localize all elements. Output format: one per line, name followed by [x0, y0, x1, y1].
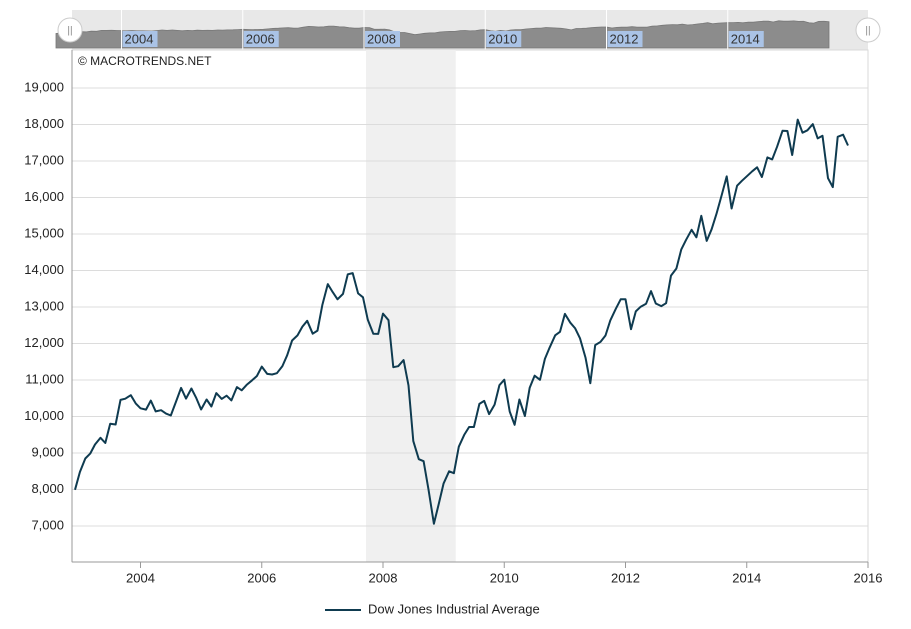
y-tick-label: 12,000	[24, 335, 64, 350]
y-tick-label: 10,000	[24, 408, 64, 423]
navigator-handle[interactable]	[855, 17, 881, 43]
y-tick-label: 18,000	[24, 116, 64, 131]
y-tick-label: 13,000	[24, 298, 64, 313]
navigator-label-bg	[243, 31, 279, 47]
y-tick-label: 15,000	[24, 225, 64, 240]
navigator-label-bg	[365, 31, 401, 47]
watermark: © MACROTRENDS.NET	[78, 54, 212, 68]
navigator-label-bg	[486, 31, 522, 47]
y-tick-label: 16,000	[24, 189, 64, 204]
x-tick-label: 2016	[854, 570, 883, 585]
y-tick-label: 17,000	[24, 152, 64, 167]
x-tick-label: 2004	[126, 570, 155, 585]
shaded-region	[366, 50, 456, 562]
plot-area: 7,000 8,000 9,000 10,000 11,000 12,000 13,000 1…	[24, 50, 882, 585]
y-tick-label: 7,000	[31, 517, 64, 532]
navigator-handle[interactable]	[57, 17, 83, 43]
plot-frame	[71, 49, 869, 563]
y-tick-label: 11,000	[25, 371, 64, 386]
handle-grip: ||	[67, 26, 72, 37]
navigator-label-bg	[728, 31, 764, 47]
x-tick-label: 2008	[369, 570, 398, 585]
x-tick-label: 2006	[247, 570, 276, 585]
navigator-label: 2004	[125, 31, 154, 46]
navigator-label: 2014	[731, 31, 760, 46]
data-line	[74, 118, 849, 525]
navigator: 2004 2006 2008 2010 2012 2014	[55, 10, 830, 50]
x-tick-label: 2010	[490, 570, 519, 585]
x-tick-label: 2012	[611, 570, 640, 585]
x-tick-label: 2014	[732, 570, 761, 585]
navigator-label-bg	[122, 31, 158, 47]
legend-label[interactable]: Dow Jones Industrial Average	[368, 601, 540, 616]
navigator-label: 2008	[367, 31, 396, 46]
y-tick-label: 8,000	[31, 481, 64, 496]
y-tick-label: 9,000	[31, 444, 64, 459]
navigator-label: 2006	[246, 31, 275, 46]
y-tick-label: 14,000	[24, 262, 64, 277]
y-tick-label: 19,000	[24, 79, 64, 94]
navigator-label-bg	[607, 31, 643, 47]
navigator-label: 2010	[488, 31, 517, 46]
handle-grip: ||	[865, 26, 870, 37]
navigator-label: 2012	[610, 31, 639, 46]
